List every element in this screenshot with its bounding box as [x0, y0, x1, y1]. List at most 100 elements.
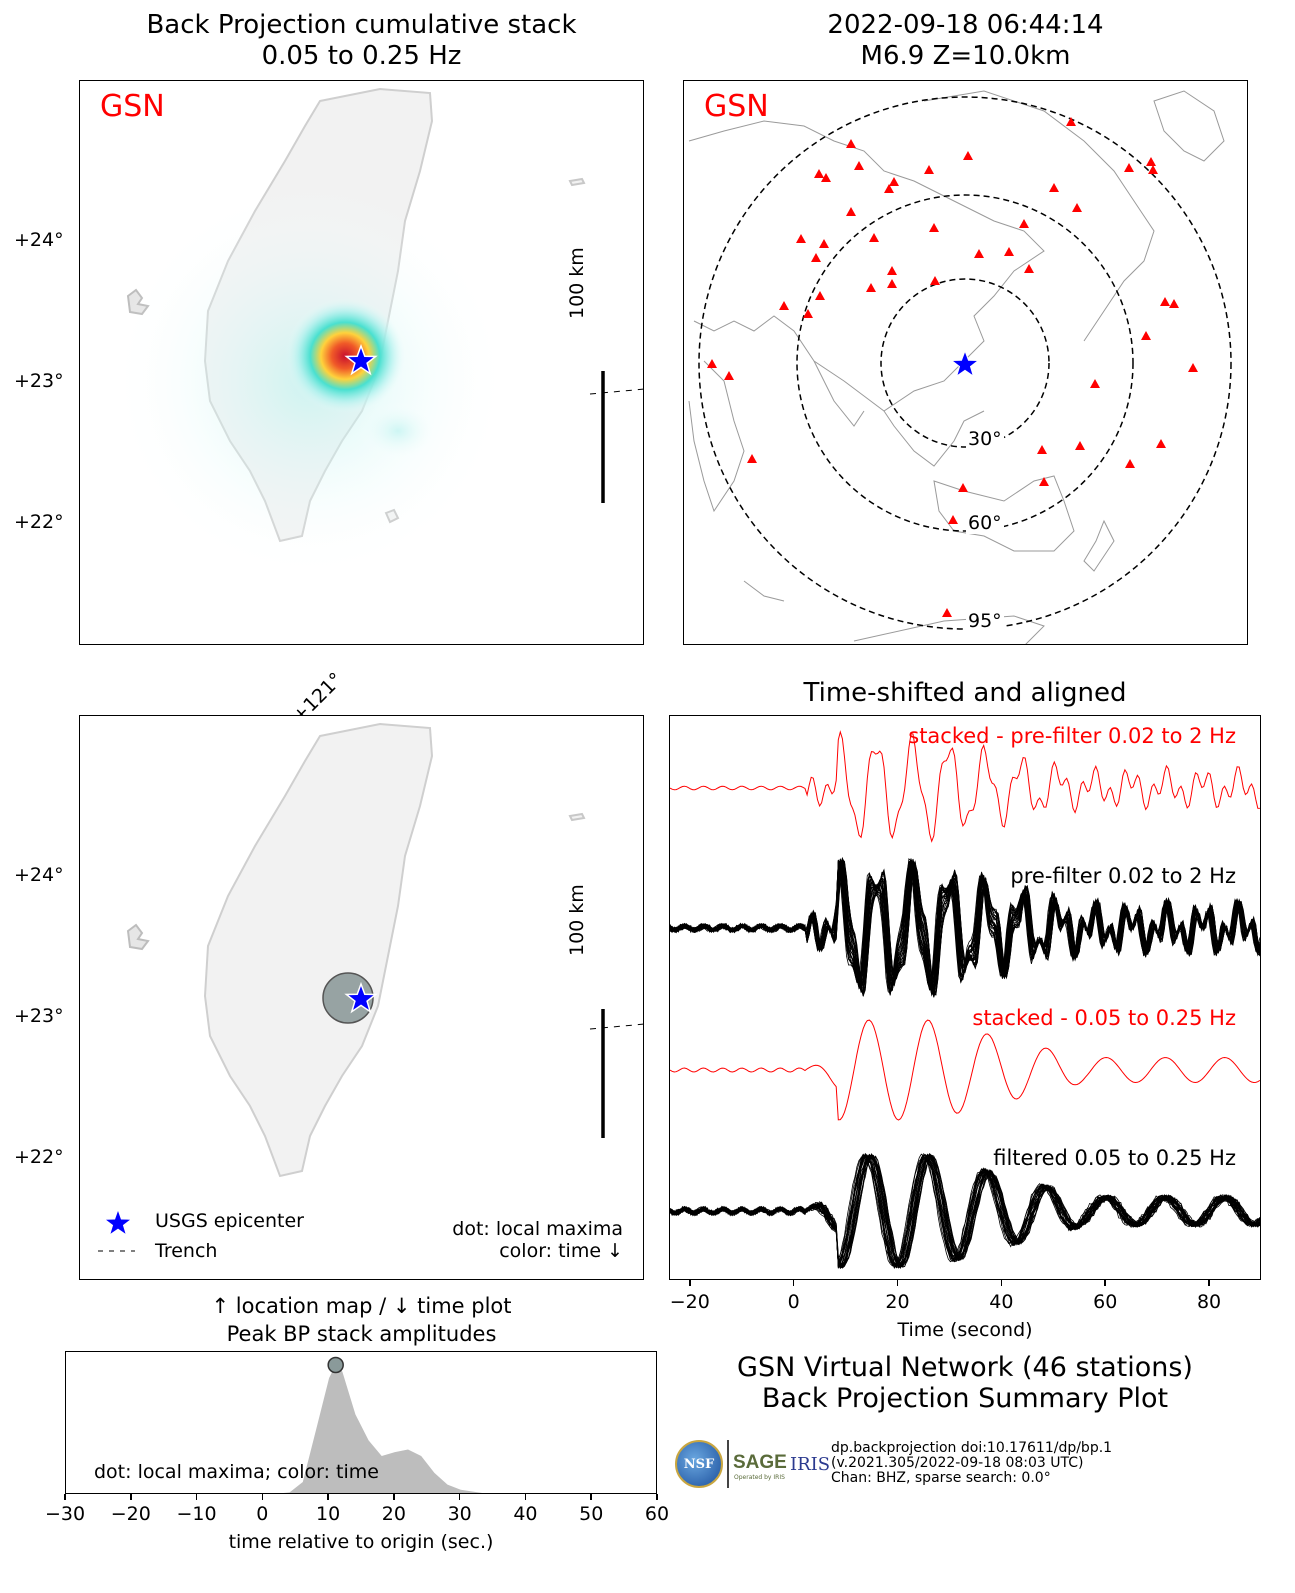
nsf-logo: NSF — [675, 1440, 723, 1488]
label-prefilter: pre-filter 0.02 to 2 Hz — [1010, 864, 1236, 888]
bp-map-lat-24: +24° — [14, 229, 64, 251]
loc-map-lat-22: +22° — [14, 1146, 64, 1168]
traces-xtick-mark — [792, 1280, 795, 1286]
world-coastlines — [688, 90, 1225, 644]
epicenter-star — [344, 343, 378, 376]
bp-map-title: Back Projection cumulative stack 0.05 to… — [80, 10, 643, 72]
amp-xtick-label: 0 — [256, 1503, 269, 1525]
amp-xtick-mark — [327, 1494, 329, 1500]
amp-xtick-label: −20 — [110, 1503, 151, 1525]
traces-svg — [670, 730, 1260, 1270]
amp-xtick-mark — [195, 1494, 198, 1500]
traces-xlabel: Time (second) — [897, 1319, 1033, 1341]
bp-map-title-line1: Back Projection cumulative stack — [146, 10, 577, 40]
bp-map-network-label: GSN — [100, 89, 165, 124]
amp-xtick-label: −30 — [44, 1503, 86, 1525]
legend-trench-label: Trench — [155, 1240, 218, 1262]
bp-map-svg — [110, 87, 643, 581]
legend-epicenter-label: USGS epicenter — [155, 1210, 304, 1232]
amp-plot-note: dot: local maxima; color: time — [94, 1461, 379, 1483]
sage-logo: SAGE — [733, 1452, 787, 1473]
credits-line2: (v.2021.305/2022-09-18 08:03 UTC) — [831, 1455, 1084, 1471]
loc-map-scale-label: 100 km — [566, 884, 588, 956]
trace-prefilter — [670, 858, 1260, 994]
loc-trench-line — [589, 1023, 643, 1030]
bp-map-lat-23: +23° — [14, 370, 64, 392]
ring-label-95: 95° — [966, 610, 1004, 632]
loc-map-svg — [98, 722, 643, 1252]
amp-xtick-mark — [524, 1494, 527, 1500]
ryukyu-island — [568, 177, 586, 187]
loc-penghu-islands — [126, 923, 150, 951]
amp-xtick-label: 60 — [644, 1503, 670, 1525]
amp-xtick-label: 50 — [579, 1503, 604, 1525]
traces-xtick-mark — [1208, 1280, 1210, 1286]
trace-filtered — [670, 1154, 1260, 1269]
credits-text: dp.backprojection doi:10.17611/dp/bp.1 (… — [831, 1441, 1112, 1486]
summary-line1: GSN Virtual Network (46 stations) — [737, 1352, 1193, 1383]
loc-map-caption: ↑ location map / ↓ time plot Peak BP sta… — [79, 1292, 644, 1348]
credits-line3: Chan: BHZ, sparse search: 0.0° — [831, 1470, 1051, 1486]
amp-xtick-mark — [261, 1494, 264, 1500]
traces-xtick-mark — [689, 1280, 691, 1286]
trace-stacked-filtered — [670, 1019, 1260, 1121]
credits-line1: dp.backprojection doi:10.17611/dp/bp.1 — [831, 1440, 1113, 1456]
trace-filtered — [670, 1154, 1260, 1268]
amp-xtick-mark — [656, 1494, 658, 1500]
label-stacked-filtered: stacked - 0.05 to 0.25 Hz — [972, 1006, 1236, 1030]
stations — [707, 117, 1198, 617]
loc-taiwan-island — [203, 722, 434, 1178]
trench-line — [589, 388, 643, 395]
label-stacked-prefilter: stacked - pre-filter 0.02 to 2 Hz — [908, 724, 1236, 748]
ring-label-60: 60° — [966, 512, 1004, 534]
amp-plot-panel: dot: local maxima; color: time — [65, 1351, 657, 1494]
loc-map-panel: 100 km USGS epicenter Trench dot: local … — [79, 715, 644, 1280]
amp-plot-svg — [283, 1356, 483, 1493]
loc-map-lat-24: +24° — [14, 864, 64, 886]
traces-xtick-label: 80 — [1196, 1291, 1222, 1313]
bp-map-title-line2: 0.05 to 0.25 Hz — [261, 41, 462, 71]
amp-plot-xlabel: time relative to origin (sec.) — [228, 1531, 494, 1553]
amp-xtick-label: −10 — [176, 1503, 217, 1525]
station-map-panel: GSN 30° 60° 95° — [683, 80, 1248, 645]
bp-map-panel: GSN 100 km — [79, 80, 644, 645]
bp-map-lat-22: +22° — [14, 511, 64, 533]
station-map-epicenter-star — [950, 349, 980, 378]
label-filtered: filtered 0.05 to 0.25 Hz — [993, 1146, 1236, 1170]
summary-line2: Back Projection Summary Plot — [761, 1383, 1169, 1414]
summary-title: GSN Virtual Network (46 stations) Back P… — [669, 1352, 1261, 1414]
traces-xtick-label: 20 — [885, 1291, 910, 1313]
traces-xtick-mark — [1104, 1280, 1106, 1286]
amp-xtick-label: 40 — [513, 1503, 538, 1525]
trace-filtered — [670, 1154, 1260, 1269]
traces-xtick-label: 60 — [1093, 1291, 1118, 1313]
bp-map-scale-label: 100 km — [566, 247, 588, 319]
event-datetime: 2022-09-18 06:44:14 — [827, 10, 1104, 40]
loc-map-note-line1: dot: local maxima — [452, 1218, 623, 1240]
trace-prefilter — [670, 857, 1260, 996]
loc-map-lat-23: +23° — [14, 1005, 64, 1027]
amp-area — [283, 1365, 483, 1493]
distance-rings — [698, 96, 1232, 630]
iris-logo: IRIS — [790, 1454, 831, 1475]
amp-peak-dot — [327, 1356, 344, 1374]
amp-xtick-mark — [130, 1494, 132, 1500]
loc-map-note: dot: local maxima color: time ↓ — [452, 1218, 623, 1262]
event-magnitude-depth: M6.9 Z=10.0km — [860, 41, 1071, 71]
amp-xtick-mark — [64, 1494, 66, 1500]
loc-map-note-line2: color: time ↓ — [499, 1240, 623, 1262]
amp-xtick-mark — [393, 1494, 395, 1500]
amp-xtick-mark — [590, 1494, 592, 1500]
logo-divider — [727, 1440, 729, 1488]
traces-xtick-label: 0 — [787, 1291, 800, 1313]
event-title: 2022-09-18 06:44:14 M6.9 Z=10.0km — [683, 10, 1248, 72]
sage-logo-sub: Operated by IRIS — [734, 1474, 785, 1481]
trace-stacked-prefilter — [670, 730, 1260, 843]
traces-xtick-label: −20 — [669, 1291, 710, 1313]
legend-star-icon — [106, 1211, 130, 1234]
traces-xtick-label: 40 — [989, 1291, 1014, 1313]
traces-xtick-mark — [896, 1280, 899, 1286]
amp-xtick-label: 30 — [447, 1503, 472, 1525]
amp-xtick-label: 20 — [381, 1503, 406, 1525]
loc-epicenter-star — [344, 981, 378, 1014]
